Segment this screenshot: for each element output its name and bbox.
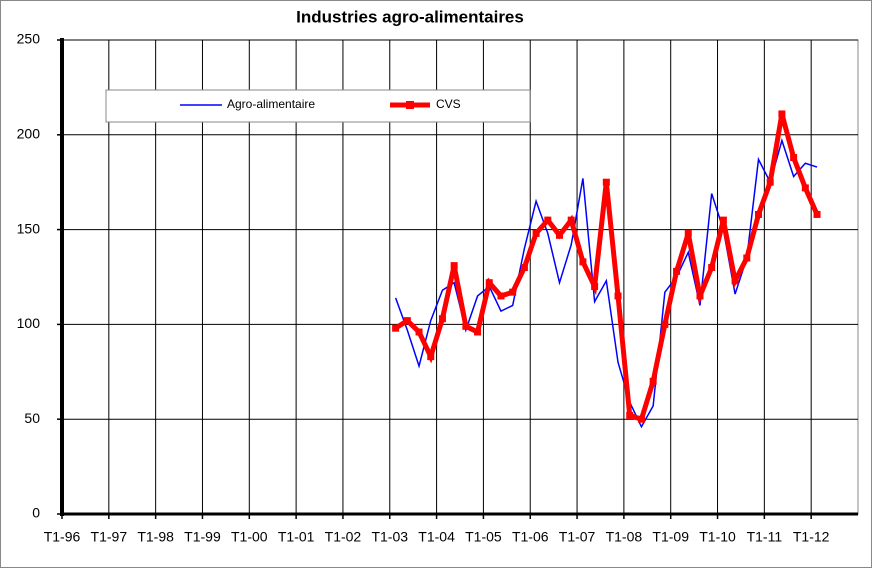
y-tick-label: 0	[32, 505, 40, 521]
x-tick-label: T1-11	[747, 529, 783, 545]
point-marker	[544, 216, 552, 224]
point-marker	[579, 258, 587, 266]
point-marker	[708, 264, 716, 272]
point-marker	[591, 282, 599, 290]
point-marker	[626, 411, 634, 419]
point-marker	[755, 210, 762, 218]
y-tick-label: 150	[17, 220, 41, 236]
plot	[392, 110, 821, 429]
y-tick-label: 200	[17, 126, 41, 142]
x-tick-label: T1-98	[137, 529, 174, 545]
point-marker	[719, 216, 727, 224]
point-marker	[556, 231, 563, 239]
x-tick-label: T1-10	[699, 529, 736, 545]
x-tick-label: T1-07	[559, 529, 596, 545]
point-marker	[766, 178, 774, 186]
x-tick-label: T1-05	[465, 529, 502, 545]
point-marker	[474, 328, 482, 336]
point-marker	[602, 178, 610, 186]
point-marker	[790, 154, 798, 162]
point-marker	[661, 320, 669, 328]
point-marker	[532, 229, 540, 237]
point-marker	[637, 415, 645, 423]
y-tick-label: 250	[17, 31, 41, 47]
point-marker	[649, 377, 657, 385]
chart-title: Industries agro-alimentaires	[296, 7, 524, 26]
point-marker	[485, 279, 493, 287]
point-marker	[696, 292, 704, 300]
x-tick-label: T1-02	[325, 529, 362, 545]
point-marker	[614, 292, 622, 300]
x-tick-label: T1-99	[184, 529, 221, 545]
point-marker	[462, 322, 470, 330]
x-tick-label: T1-00	[231, 529, 268, 545]
legend-label: CVS	[436, 97, 461, 111]
x-tick-label: T1-97	[91, 529, 128, 545]
point-marker	[450, 262, 458, 270]
point-marker	[731, 277, 739, 285]
y-tick-label: 50	[24, 410, 40, 426]
point-marker	[801, 184, 809, 192]
x-tick-label: T1-12	[793, 529, 830, 545]
x-tick-label: T1-03	[371, 529, 408, 545]
legend-marker	[406, 101, 414, 109]
point-marker	[392, 324, 400, 332]
point-marker	[813, 210, 821, 218]
x-tick-label: T1-06	[512, 529, 549, 545]
point-marker	[778, 110, 786, 118]
point-marker	[520, 264, 528, 272]
point-marker	[684, 229, 692, 237]
x-tick-label: T1-96	[44, 529, 81, 545]
point-marker	[673, 267, 681, 275]
legend: Agro-alimentaire CVS	[105, 89, 531, 123]
point-marker	[403, 317, 411, 325]
point-marker	[509, 288, 517, 296]
point-marker	[438, 315, 446, 323]
x-tick-label: T1-09	[652, 529, 689, 545]
x-tick-label: T1-01	[278, 529, 315, 545]
x-tick-label: T1-04	[418, 529, 455, 545]
legend-label: Agro-alimentaire	[227, 97, 315, 111]
point-marker	[427, 353, 435, 361]
point-marker	[567, 216, 575, 224]
x-tick-label: T1-08	[606, 529, 643, 545]
point-marker	[415, 328, 423, 336]
y-tick-label: 100	[17, 315, 41, 331]
point-marker	[743, 254, 751, 262]
legend-box	[105, 89, 531, 123]
point-marker	[497, 292, 505, 300]
